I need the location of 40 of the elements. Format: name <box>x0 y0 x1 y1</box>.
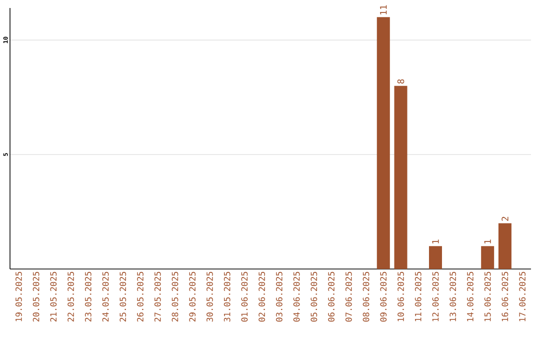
data-label: 8 <box>397 79 404 84</box>
x-tick-label: 26.05.2025 <box>137 272 144 322</box>
bar <box>481 246 494 269</box>
x-tick-label: 24.05.2025 <box>102 272 109 322</box>
x-tick-label: 14.06.2025 <box>467 272 474 322</box>
x-tick-label: 19.05.2025 <box>15 272 22 322</box>
x-tick-label: 20.05.2025 <box>32 272 40 322</box>
x-tick-label: 13.06.2025 <box>450 272 456 322</box>
x-tick-label: 07.06.2025 <box>345 272 352 322</box>
data-label: 11 <box>380 5 387 14</box>
x-tick-label: 16.06.2025 <box>502 272 508 322</box>
x-tick-label: 25.05.2025 <box>120 272 126 322</box>
x-tick-label: 15.06.2025 <box>484 272 491 322</box>
bar <box>376 17 390 269</box>
x-tick-label: 21.05.2025 <box>50 272 57 322</box>
x-tick-label: 04.06.2025 <box>293 272 300 322</box>
bar <box>428 246 442 269</box>
bar <box>394 86 408 269</box>
x-tick-label: 08.06.2025 <box>362 272 370 322</box>
x-tick-label: 03.06.2025 <box>276 272 282 322</box>
x-tick-label: 12.06.2025 <box>432 272 439 322</box>
x-tick-label: 31.05.2025 <box>224 272 230 322</box>
data-label: 1 <box>432 240 439 244</box>
x-tick-label: 10.06.2025 <box>398 272 404 322</box>
x-tick-label: 27.05.2025 <box>154 272 161 322</box>
x-tick-label: 09.06.2025 <box>380 272 387 322</box>
x-tick-label: 01.06.2025 <box>241 272 248 322</box>
data-label: 1 <box>484 240 491 244</box>
bar <box>498 223 512 269</box>
x-tick-label: 17.06.2025 <box>519 272 526 322</box>
x-tick-label: 02.06.2025 <box>258 272 266 322</box>
x-tick-label: 28.05.2025 <box>172 272 178 322</box>
x-tick-label: 06.06.2025 <box>328 272 334 322</box>
data-label: 2 <box>502 216 508 221</box>
x-tick-label: 29.05.2025 <box>189 272 196 322</box>
x-tick-label: 22.05.2025 <box>68 272 74 322</box>
x-tick-label: 11.06.2025 <box>414 272 422 322</box>
x-tick-label: 30.05.2025 <box>206 272 213 322</box>
x-tick-label: 05.06.2025 <box>310 272 318 322</box>
x-tick-label: 23.05.2025 <box>84 272 92 322</box>
